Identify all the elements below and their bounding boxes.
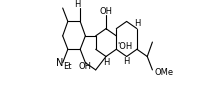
Text: H: H xyxy=(74,0,80,9)
Text: H: H xyxy=(123,57,130,66)
Text: 'OH: 'OH xyxy=(117,42,132,51)
Text: N: N xyxy=(56,58,63,68)
Text: Et: Et xyxy=(64,62,72,71)
Text: H: H xyxy=(134,19,140,28)
Text: OMe: OMe xyxy=(155,68,174,77)
Text: H: H xyxy=(103,58,109,67)
Text: OH: OH xyxy=(99,7,113,16)
Text: OH: OH xyxy=(79,62,92,71)
